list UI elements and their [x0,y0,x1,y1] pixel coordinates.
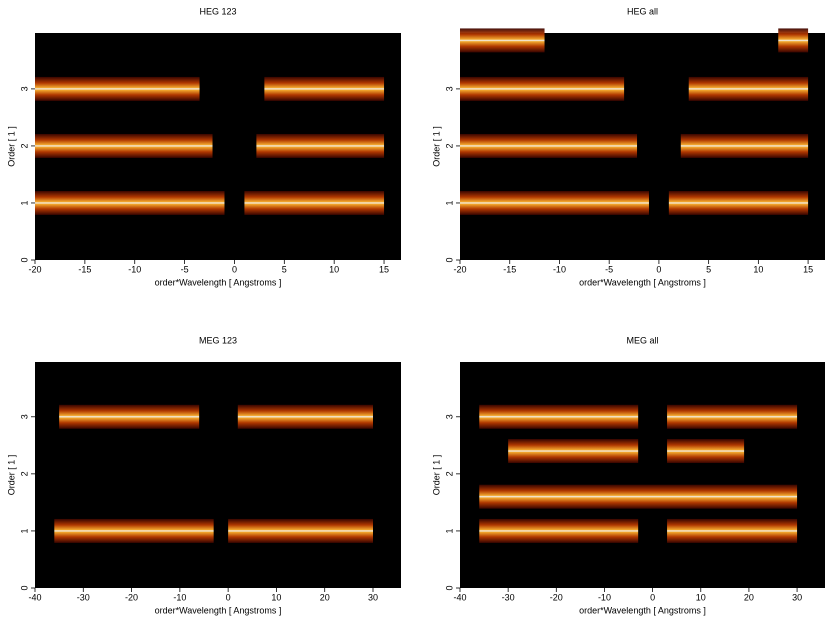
intensity-band [54,518,214,543]
y-tick-label: 1 [19,528,29,533]
x-tick-label: -10 [128,264,141,274]
y-tick-label: 0 [444,257,454,262]
intensity-band [228,518,373,543]
x-tick-label: -15 [503,264,516,274]
y-tick-label: 3 [19,414,29,419]
x-tick-label: -20 [125,592,138,602]
intensity-band [460,133,638,158]
x-tick-label: -30 [77,592,90,602]
plot-area [35,362,401,588]
y-tick-label: 2 [19,471,29,476]
y-tick-label: 0 [444,585,454,590]
y-tick-label: 0 [19,257,29,262]
x-tick-label: 20 [320,592,330,602]
x-tick-label: 5 [706,264,711,274]
y-axis-label: Order [ 1 ] [431,455,441,496]
intensity-band [460,28,545,53]
x-tick-label: 10 [329,264,339,274]
y-tick-label: 2 [444,471,454,476]
panel-title: HEG 123 [199,6,236,16]
intensity-band [778,28,809,53]
x-tick-label: 10 [271,592,281,602]
y-tick-label: 0 [19,585,29,590]
y-tick-label: 3 [444,414,454,419]
x-tick-label: 0 [650,592,655,602]
intensity-band [460,76,625,101]
y-tick-label: 3 [444,86,454,91]
intensity-band [479,484,798,509]
x-tick-label: 15 [803,264,813,274]
x-tick-label: -20 [28,264,41,274]
x-axis-label: order*Wavelength [ Angstroms ] [155,605,282,615]
x-tick-label: 15 [379,264,389,274]
x-tick-label: 5 [282,264,287,274]
intensity-band [688,76,809,101]
y-tick-label: 3 [19,86,29,91]
intensity-band [237,404,373,429]
panel-title: MEG all [626,335,658,345]
intensity-band [460,190,649,215]
x-tick-label: -5 [181,264,189,274]
plot-area [460,362,825,588]
y-tick-label: 1 [444,528,454,533]
x-tick-label: 0 [226,592,231,602]
intensity-band [35,133,213,158]
x-tick-label: -10 [553,264,566,274]
x-tick-label: -40 [453,592,466,602]
panel-title: MEG 123 [199,335,237,345]
x-axis-label: order*Wavelength [ Angstroms ] [579,277,706,287]
x-tick-label: 30 [368,592,378,602]
intensity-band [479,404,639,429]
x-tick-label: 10 [753,264,763,274]
intensity-band [479,518,639,543]
intensity-band [244,190,385,215]
x-tick-label: -30 [502,592,515,602]
x-tick-label: -20 [453,264,466,274]
intensity-band [668,190,809,215]
x-tick-label: -40 [28,592,41,602]
y-tick-label: 2 [444,143,454,148]
intensity-band [264,76,385,101]
intensity-band [508,439,639,464]
x-tick-label: 10 [696,592,706,602]
intensity-band [256,133,385,158]
x-tick-label: -10 [598,592,611,602]
x-tick-label: -20 [550,592,563,602]
x-axis-label: order*Wavelength [ Angstroms ] [579,605,706,615]
y-axis-label: Order [ 1 ] [6,455,16,496]
x-axis-label: order*Wavelength [ Angstroms ] [155,277,282,287]
y-axis-label: Order [ 1 ] [6,126,16,167]
x-tick-label: 0 [232,264,237,274]
x-tick-label: -15 [78,264,91,274]
y-tick-label: 1 [444,200,454,205]
x-tick-label: -10 [173,592,186,602]
intensity-band [667,518,798,543]
x-tick-label: 0 [656,264,661,274]
intensity-band [35,190,225,215]
y-tick-label: 2 [19,143,29,148]
x-tick-label: 30 [792,592,802,602]
intensity-band [35,76,200,101]
y-tick-label: 1 [19,200,29,205]
y-axis-label: Order [ 1 ] [431,126,441,167]
intensity-band [680,133,809,158]
intensity-band [667,439,745,464]
x-tick-label: -5 [605,264,613,274]
x-tick-label: 20 [744,592,754,602]
panel-title: HEG all [627,6,658,16]
intensity-band [59,404,200,429]
intensity-band [667,404,798,429]
